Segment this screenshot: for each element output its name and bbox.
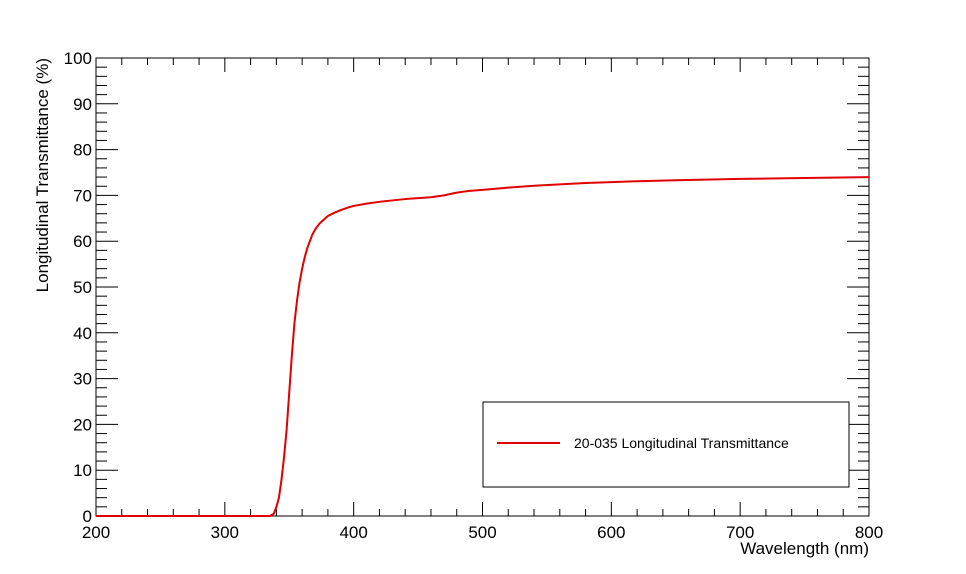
series-line: [96, 176, 870, 517]
x-tick-label: 600: [597, 523, 625, 542]
x-tick-label: 700: [726, 523, 754, 542]
x-tick-label: 400: [339, 523, 367, 542]
x-tick-label: 800: [855, 523, 883, 542]
y-tick-label: 30: [73, 370, 92, 389]
y-tick-label: 60: [73, 232, 92, 251]
series-layer: [96, 176, 870, 517]
y-tick-label: 50: [73, 278, 92, 297]
y-axis-title: Longitudinal Transmittance (%): [33, 58, 52, 292]
x-axis-ticks: 200 300 400 500 600 700 800: [82, 523, 883, 542]
x-tick-label: 500: [468, 523, 496, 542]
y-tick-label: 10: [73, 461, 92, 480]
y-tick-label: 70: [73, 186, 92, 205]
y-tick-label: 40: [73, 324, 92, 343]
legend-label: 20-035 Longitudinal Transmittance: [574, 435, 789, 451]
minor-ticks: [95, 57, 870, 517]
y-axis-ticks: 0 10 20 30 40 50 60 70 80 90 100: [64, 49, 92, 526]
legend: 20-035 Longitudinal Transmittance: [482, 401, 850, 488]
y-tick-label: 90: [73, 95, 92, 114]
y-tick-label: 80: [73, 141, 92, 160]
y-tick-label: 0: [83, 507, 92, 526]
y-tick-label: 100: [64, 49, 92, 68]
legend-box: [482, 401, 850, 488]
x-tick-label: 200: [82, 523, 110, 542]
y-tick-label: 20: [73, 415, 92, 434]
x-axis-title: Wavelength (nm): [740, 539, 869, 558]
x-tick-label: 300: [211, 523, 239, 542]
